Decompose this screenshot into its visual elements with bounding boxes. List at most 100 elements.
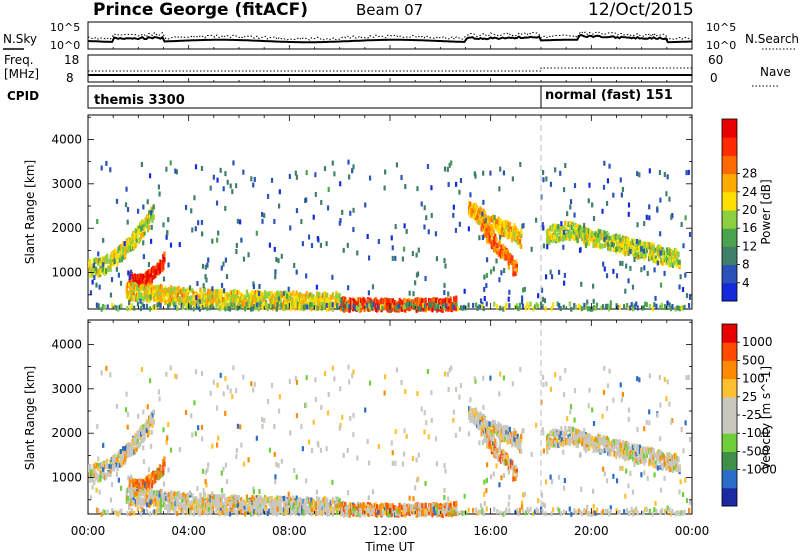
power-cell xyxy=(671,304,674,310)
velocity-cell xyxy=(261,509,264,515)
velocity-cell xyxy=(188,505,191,511)
power-cell xyxy=(607,306,611,312)
velocity-cell xyxy=(141,437,144,443)
velocity-cell xyxy=(474,420,478,426)
power-cell xyxy=(651,250,654,256)
power-cell xyxy=(152,285,156,291)
power-cell xyxy=(563,272,566,278)
velocity-cell xyxy=(132,482,135,488)
power-cell xyxy=(599,243,602,249)
power-cell xyxy=(656,207,659,213)
velocity-cell xyxy=(442,503,445,509)
velocity-cell xyxy=(128,442,131,448)
power-cell xyxy=(201,298,204,304)
power-cell xyxy=(203,302,206,308)
power-cell xyxy=(624,288,627,294)
power-cell xyxy=(507,296,510,302)
power-cell xyxy=(441,303,445,309)
velocity-cell xyxy=(94,462,97,468)
power-cell xyxy=(603,236,606,242)
power-cell xyxy=(499,218,502,224)
power-cell xyxy=(521,303,525,309)
power-cell xyxy=(515,234,518,240)
power-cell xyxy=(159,260,163,266)
nsearch-tick-high: 10^5 xyxy=(706,21,736,34)
power-cell xyxy=(186,290,190,296)
power-cell xyxy=(188,300,191,306)
velocity-cell xyxy=(128,487,131,493)
power-cell xyxy=(216,293,219,299)
power-cell xyxy=(307,234,311,240)
power-cell xyxy=(682,243,685,249)
power-cell xyxy=(675,248,678,254)
velocity-cell xyxy=(254,498,258,504)
power-cell xyxy=(555,223,558,229)
power-cell xyxy=(376,304,380,310)
power-cell xyxy=(518,302,522,308)
cpid-panel: CPID themis 3300 normal (fast) 151 xyxy=(7,85,693,109)
velocity-cell xyxy=(348,502,351,508)
velocity-cell xyxy=(88,464,91,470)
power-cell xyxy=(340,305,343,311)
power-cell xyxy=(302,299,305,305)
velocity-cell xyxy=(435,502,439,508)
power-cell xyxy=(328,306,331,312)
power-cell xyxy=(300,302,303,308)
power-cell xyxy=(130,273,133,279)
nsky-trace xyxy=(87,33,692,44)
power-cell xyxy=(475,217,479,223)
power-cell xyxy=(459,305,463,311)
power-cell xyxy=(461,305,464,311)
power-cell xyxy=(291,298,294,304)
power-cell xyxy=(549,235,552,241)
velocity-cell xyxy=(174,506,177,512)
power-cell xyxy=(487,225,490,231)
power-cell xyxy=(517,237,521,243)
velocity-cell xyxy=(201,503,204,509)
power-cell xyxy=(467,226,470,232)
velocity-cell xyxy=(383,510,387,516)
velocity-cell xyxy=(242,507,245,513)
velocity-cell xyxy=(248,499,251,505)
power-cell xyxy=(633,245,636,251)
power-cell xyxy=(243,296,246,302)
velocity-cell xyxy=(474,417,478,423)
velocity-cell xyxy=(319,509,322,515)
power-cell xyxy=(94,266,97,272)
power-cell xyxy=(626,249,629,255)
power-cell xyxy=(499,249,503,255)
velocity-cell xyxy=(175,492,178,498)
power-cell xyxy=(572,221,575,227)
power-cell xyxy=(300,305,303,311)
power-cell xyxy=(670,252,673,258)
power-cell xyxy=(162,222,165,228)
power-cell xyxy=(159,284,162,290)
power-cell xyxy=(662,254,665,260)
power-cell xyxy=(157,265,160,271)
power-cell xyxy=(319,242,323,248)
velocity-cell xyxy=(283,502,286,508)
power-cell xyxy=(623,236,626,242)
power-cell xyxy=(286,301,289,307)
power-cell xyxy=(619,177,622,183)
velocity-cell xyxy=(176,491,179,497)
velocity-cell xyxy=(202,492,205,498)
power-cell xyxy=(584,227,587,233)
power-cell xyxy=(368,255,371,261)
velocity-cell xyxy=(149,477,152,483)
velocity-cell xyxy=(163,461,166,467)
power-cell xyxy=(166,292,169,298)
power-cell xyxy=(569,223,573,229)
power-cell xyxy=(541,304,544,310)
power-cell xyxy=(293,299,296,305)
velocity-cell xyxy=(131,445,134,451)
power-cell xyxy=(157,270,160,276)
power-cell xyxy=(220,297,224,303)
power-cell xyxy=(648,215,651,221)
power-cell xyxy=(309,296,312,302)
power-cell xyxy=(575,235,578,241)
power-cell xyxy=(634,249,637,255)
power-cell xyxy=(119,244,122,250)
velocity-cell xyxy=(174,498,177,504)
power-cell xyxy=(151,218,154,224)
